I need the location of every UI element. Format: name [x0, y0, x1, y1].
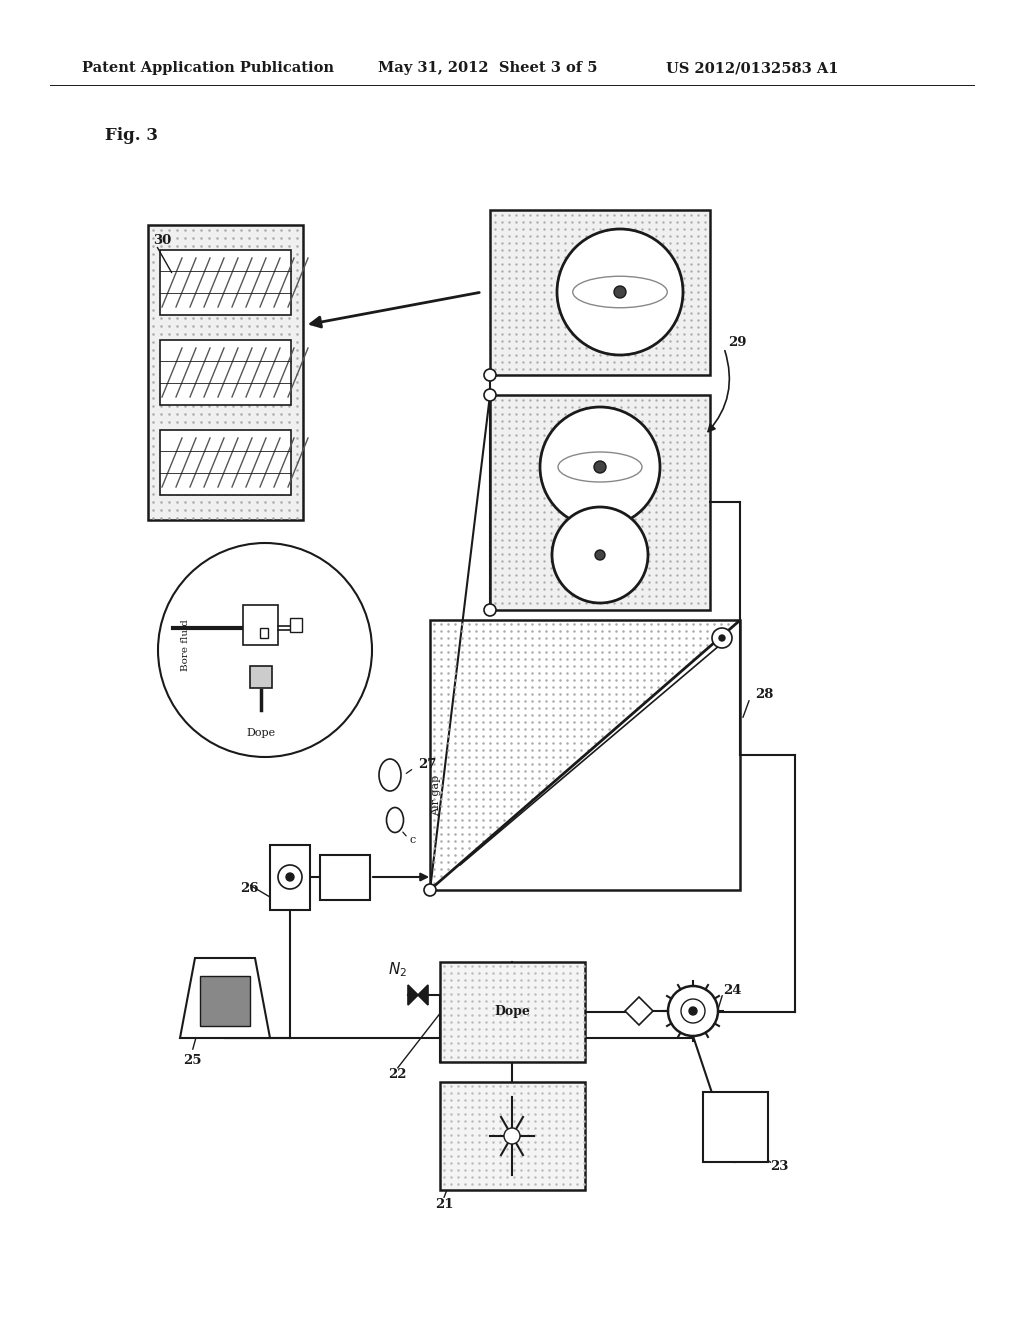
Text: Air gap: Air gap — [431, 775, 441, 816]
Bar — [243, 605, 278, 645]
Text: 21: 21 — [435, 1199, 454, 1212]
Bar — [160, 430, 291, 495]
Bar — [160, 341, 291, 405]
Circle shape — [552, 507, 648, 603]
Text: $N_2$: $N_2$ — [388, 961, 408, 979]
Text: 25: 25 — [183, 1053, 202, 1067]
Bar — [250, 667, 272, 688]
Circle shape — [712, 628, 732, 648]
Polygon shape — [432, 622, 738, 888]
Polygon shape — [625, 997, 653, 1026]
Text: 28: 28 — [755, 689, 773, 701]
Circle shape — [668, 986, 718, 1036]
Ellipse shape — [386, 808, 403, 833]
Bar — [440, 962, 585, 1063]
Polygon shape — [408, 985, 428, 1005]
Text: US 2012/0132583 A1: US 2012/0132583 A1 — [666, 61, 839, 75]
Bar — [290, 618, 302, 632]
Circle shape — [484, 605, 496, 616]
Text: c: c — [410, 836, 416, 845]
Text: Bore fluid: Bore fluid — [181, 619, 190, 671]
Circle shape — [278, 865, 302, 888]
Circle shape — [594, 461, 606, 473]
Text: Dope: Dope — [247, 729, 275, 738]
Polygon shape — [180, 958, 270, 1038]
Bar — [703, 1092, 768, 1162]
Ellipse shape — [158, 543, 372, 756]
Bar — [148, 224, 303, 520]
Text: Fig. 3: Fig. 3 — [105, 127, 158, 144]
Text: 24: 24 — [723, 985, 741, 998]
Bar — [260, 628, 268, 638]
Circle shape — [689, 1007, 697, 1015]
Circle shape — [484, 389, 496, 401]
Circle shape — [614, 286, 626, 298]
Text: May 31, 2012  Sheet 3 of 5: May 31, 2012 Sheet 3 of 5 — [378, 61, 597, 75]
Bar — [270, 845, 310, 909]
Circle shape — [286, 873, 294, 880]
Circle shape — [424, 884, 436, 896]
Text: 22: 22 — [388, 1068, 407, 1081]
Circle shape — [681, 999, 705, 1023]
Bar — [319, 855, 370, 900]
Circle shape — [557, 228, 683, 355]
Text: 30: 30 — [153, 234, 171, 247]
Circle shape — [504, 1129, 520, 1144]
Bar — [430, 620, 740, 890]
Circle shape — [719, 635, 725, 642]
Bar — [200, 975, 250, 1026]
Bar — [490, 210, 710, 375]
Ellipse shape — [379, 759, 401, 791]
Text: 27: 27 — [418, 759, 436, 771]
Circle shape — [540, 407, 660, 527]
Text: 26: 26 — [240, 882, 258, 895]
Text: 29: 29 — [728, 335, 746, 348]
Bar — [160, 249, 291, 315]
Bar — [440, 1082, 585, 1191]
Circle shape — [484, 370, 496, 381]
Text: 23: 23 — [770, 1160, 788, 1173]
Circle shape — [595, 550, 605, 560]
Text: Patent Application Publication: Patent Application Publication — [82, 61, 334, 75]
Bar — [490, 395, 710, 610]
Text: Dope: Dope — [494, 1006, 530, 1019]
